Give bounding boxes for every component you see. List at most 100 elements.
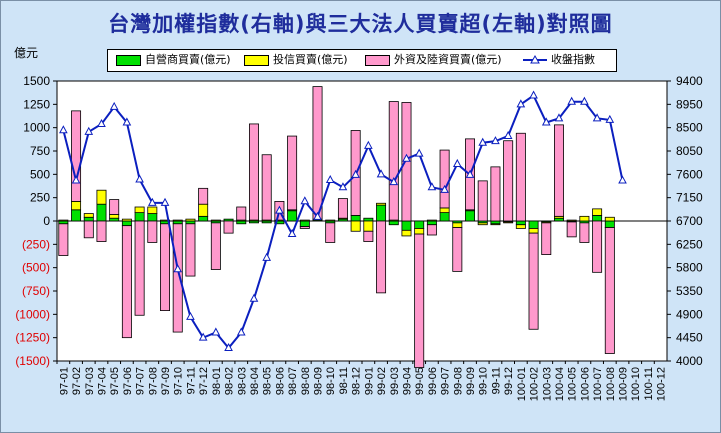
bar-dealer (198, 215, 209, 222)
index-point (160, 197, 170, 206)
index-point (465, 169, 475, 178)
bar-foreign (236, 206, 247, 221)
bar-foreign (121, 225, 132, 339)
bar-foreign (325, 222, 336, 243)
index-point (376, 169, 386, 178)
x-tick-label: 97-08 (147, 367, 159, 395)
legend-line-marker (523, 54, 547, 64)
index-point (236, 327, 246, 336)
bar-trust (134, 206, 145, 213)
bar-foreign (134, 220, 145, 316)
left-tick-label: (1250) (15, 331, 50, 345)
x-tick-label: 98-08 (300, 367, 312, 395)
legend-swatch-dealer (116, 54, 141, 66)
left-tick-label: (250) (22, 237, 50, 251)
x-tick-label: 100-07 (592, 367, 604, 401)
index-point (287, 228, 297, 237)
bar-foreign (579, 222, 590, 243)
left-tick-label: (500) (22, 261, 50, 275)
bar-trust (401, 229, 412, 237)
index-point (580, 96, 589, 105)
bar-trust (325, 219, 336, 222)
legend-label-index: 收盤指數 (551, 53, 595, 66)
bar-dealer (592, 214, 603, 222)
bar-trust (414, 228, 425, 235)
left-tick-label: 500 (30, 167, 50, 181)
x-tick-label: 97-10 (173, 367, 185, 395)
bar-trust (198, 203, 209, 217)
index-point (109, 101, 119, 110)
bar-trust (96, 189, 107, 205)
legend-label-dealer: 自營商買賣(億元) (145, 53, 231, 66)
index-point (186, 311, 195, 320)
bar-trust (363, 220, 374, 232)
bar-trust (426, 219, 437, 222)
bar-dealer (287, 210, 298, 222)
index-point (554, 113, 564, 122)
bar-dealer (121, 220, 132, 227)
index-point (313, 211, 322, 220)
chart-title: 台灣加權指數(右軸)與三大法人買賣超(左軸)對照圖 (108, 12, 613, 36)
x-tick-label: 99-06 (427, 367, 439, 395)
bar-foreign (147, 220, 158, 243)
bar-foreign (515, 132, 526, 222)
bar-dealer (414, 220, 425, 229)
bar-foreign (592, 220, 603, 273)
bar-foreign (566, 221, 577, 238)
index-point (592, 113, 602, 122)
bar-trust (604, 216, 615, 222)
bar-foreign (249, 123, 259, 221)
left-tick-label: 750 (30, 144, 50, 158)
right-tick-label: 8500 (676, 121, 703, 135)
x-tick-label: 98-01 (211, 367, 223, 395)
right-tick-label: 6700 (676, 214, 703, 228)
x-tick-label: 98-09 (313, 367, 325, 395)
x-tick-label: 98-10 (325, 367, 337, 395)
x-tick-label: 97-09 (160, 367, 172, 395)
bar-dealer (83, 216, 94, 222)
bar-foreign (604, 227, 615, 354)
x-tick-label: 99-11 (490, 367, 502, 394)
bar-trust (515, 224, 526, 229)
bar-dealer (439, 212, 450, 222)
index-point (402, 153, 411, 162)
bar-trust (439, 207, 450, 214)
bar-foreign (109, 199, 120, 215)
index-point (338, 182, 348, 191)
bar-dealer (401, 220, 412, 231)
left-tick-label: (1500) (15, 354, 50, 368)
x-tick-label: 98-03 (236, 367, 248, 395)
legend-swatch-foreign (365, 54, 390, 66)
bar-foreign (414, 233, 425, 368)
left-tick-label: 1250 (23, 97, 50, 111)
x-tick-label: 98-02 (224, 367, 236, 395)
right-tick-label: 6250 (676, 237, 703, 251)
bar-foreign (172, 223, 183, 333)
index-point (541, 117, 551, 126)
bar-dealer (236, 220, 247, 225)
bar-dealer (528, 220, 539, 229)
bar-foreign (287, 135, 298, 211)
x-tick-label: 99-03 (389, 367, 401, 395)
x-tick-label: 100-02 (529, 367, 541, 401)
left-tick-label: (1000) (15, 307, 50, 321)
index-point (491, 136, 500, 145)
index-point (427, 182, 437, 191)
bar-dealer (515, 220, 526, 226)
right-tick-label: 4450 (676, 331, 703, 345)
bar-trust (566, 219, 577, 222)
index-point (503, 130, 513, 139)
x-tick-label: 98-12 (351, 367, 363, 395)
chart-legend: 自營商買賣(億元) 投信買賣(億元) 外資及陸資買賣(億元) 收盤指數 (107, 49, 617, 72)
bar-dealer (465, 210, 475, 222)
index-point (529, 90, 538, 99)
x-tick-label: 99-04 (401, 367, 413, 395)
bar-dealer (350, 214, 361, 222)
right-tick-label: 8950 (676, 97, 703, 111)
bar-foreign (376, 220, 387, 294)
x-tick-label: 97-04 (96, 367, 108, 395)
index-point (414, 148, 424, 157)
index-point (84, 126, 94, 135)
right-tick-label: 8050 (676, 144, 703, 158)
